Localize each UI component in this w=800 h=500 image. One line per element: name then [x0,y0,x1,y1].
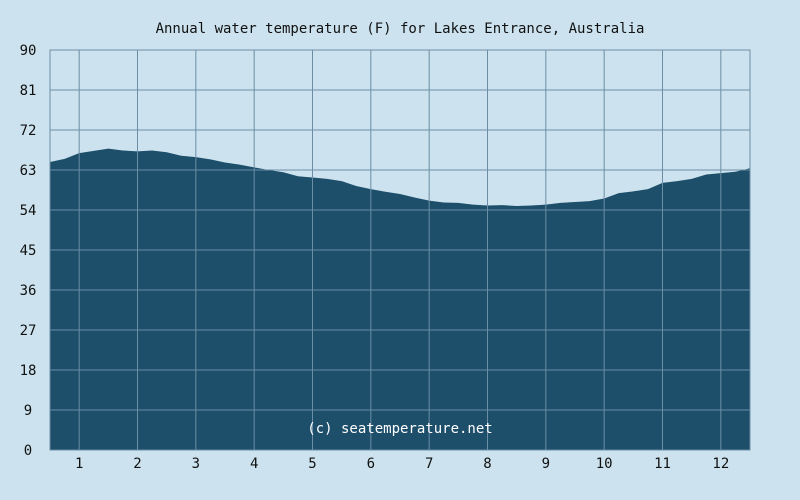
x-tick-label: 9 [542,456,550,472]
x-tick-label: 11 [654,456,671,472]
x-tick-label: 10 [596,456,613,472]
x-tick-label: 1 [75,456,83,472]
y-tick-label: 27 [20,323,37,339]
y-tick-label: 54 [20,203,37,219]
y-tick-label: 63 [20,163,37,179]
y-tick-label: 36 [20,283,37,299]
watermark: (c) seatemperature.net [307,421,492,437]
x-tick-label: 7 [425,456,433,472]
plot-border [49,49,751,451]
x-tick-label: 6 [367,456,375,472]
x-tick-label: 3 [192,456,200,472]
x-axis-ticks: 1 2 3 4 5 6 7 8 9 10 11 12 [75,456,729,472]
plot-area [49,49,751,451]
y-tick-label: 18 [20,363,37,379]
x-tick-label: 2 [133,456,141,472]
y-tick-label: 81 [20,83,37,99]
x-tick-label: 4 [250,456,258,472]
y-tick-label: 45 [20,243,37,259]
y-tick-label: 0 [24,443,32,459]
x-tick-label: 5 [308,456,316,472]
chart-title: Annual water temperature (F) for Lakes E… [156,21,645,37]
temperature-area [50,148,750,451]
y-tick-label: 9 [24,403,32,419]
y-axis-ticks: 0 9 18 27 36 45 54 63 72 81 90 [20,43,37,459]
y-tick-label: 90 [20,43,37,59]
x-tick-label: 8 [483,456,491,472]
y-tick-label: 72 [20,123,37,139]
x-tick-label: 12 [712,456,729,472]
